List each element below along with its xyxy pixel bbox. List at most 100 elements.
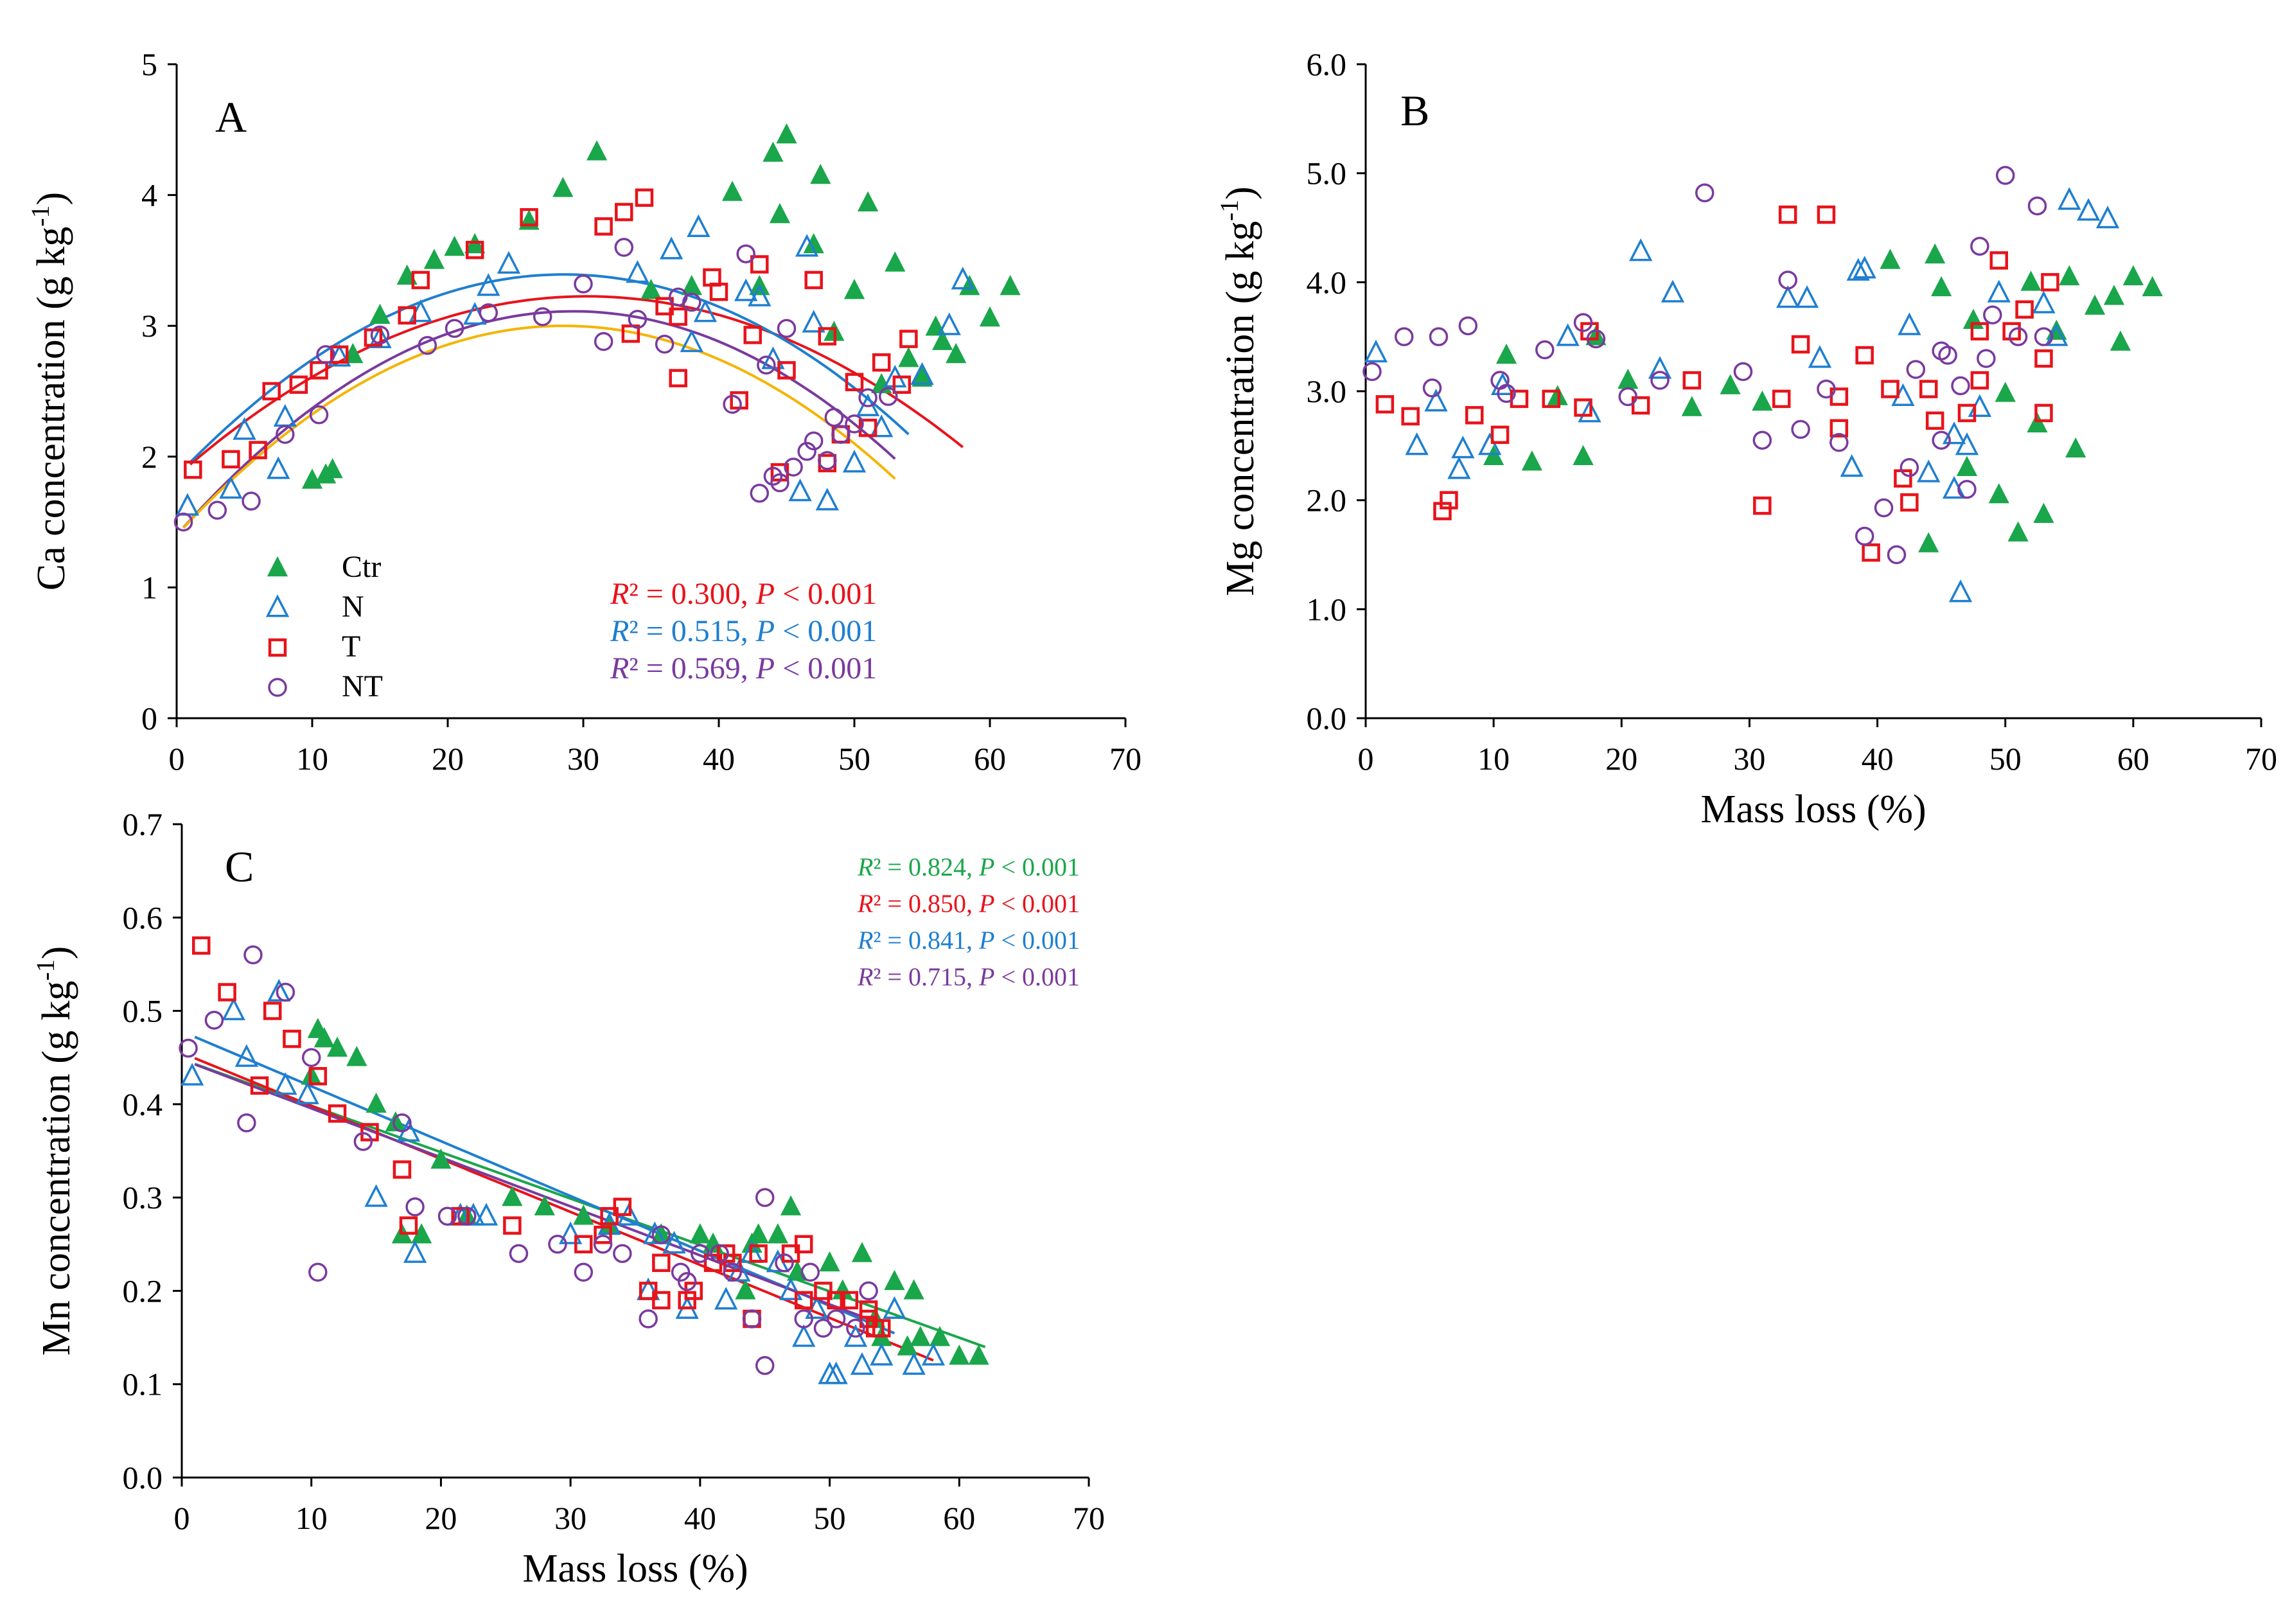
data-point-ctr (2020, 270, 2041, 291)
fit-line-nt (194, 1063, 882, 1325)
fit-line-nt (182, 310, 896, 529)
data-point-ctr (640, 279, 662, 299)
data-point-n (1578, 400, 1601, 423)
data-point-nt (1977, 349, 1996, 368)
legend-label-n: N (342, 590, 364, 624)
data-point-t (398, 306, 416, 325)
x-tick-label: 0 (1358, 741, 1374, 777)
data-point-nt (651, 1225, 671, 1245)
fit-line-ctr-nt (182, 324, 896, 529)
x-tick-label: 10 (1477, 741, 1510, 777)
data-point-nt (370, 325, 390, 345)
data-point-nt (574, 1262, 594, 1282)
data-point-nt (593, 1235, 613, 1254)
data-point-t (1778, 205, 1797, 224)
data-point-n (902, 1352, 926, 1375)
data-point-nt (628, 310, 648, 329)
data-point-nt (655, 334, 674, 354)
stat-annotation-nt: R² = 0.569, P < 0.001 (610, 651, 877, 685)
data-point-t (192, 936, 211, 955)
x-tick-label: 40 (1862, 741, 1894, 777)
data-point-ctr (903, 1279, 924, 1300)
y-tick-label: 2.0 (1307, 482, 1347, 518)
data-point-nt (2008, 327, 2028, 346)
stat-value: 0.001 (1022, 852, 1080, 881)
data-point-t (330, 345, 349, 364)
data-point-n (234, 1044, 259, 1067)
legend: Ctr NT NT (265, 550, 383, 703)
data-point-nt (308, 1262, 328, 1282)
data-point-n (680, 329, 703, 353)
data-point-nt (784, 457, 803, 477)
data-point-t (520, 207, 538, 227)
y-tick-label: 1 (141, 569, 157, 605)
data-point-nt (1983, 305, 2002, 324)
x-tick-label: 70 (2245, 741, 2277, 777)
data-point-nt (1458, 316, 1478, 335)
data-point-n (921, 1343, 946, 1366)
stat-annotation-ctr: R² = 0.824, P < 0.001 (857, 852, 1080, 881)
stat-value: 0.001 (1022, 926, 1080, 955)
data-point-nt (736, 244, 755, 263)
data-point-n (233, 417, 256, 440)
x-tick-label: 70 (1073, 1500, 1105, 1536)
data-point-ctr (2027, 412, 2048, 433)
y-axis-title-main: Mg concentration (g kg (1219, 221, 1262, 596)
data-point-n (815, 488, 839, 511)
data-point-nt (1695, 183, 1715, 202)
y-tick-label: 0.0 (1307, 700, 1347, 736)
data-point-ctr (573, 1205, 594, 1225)
data-point-t (308, 1067, 328, 1086)
legend-label-ctr: Ctr (342, 550, 381, 584)
data-point-ctr (819, 1251, 840, 1272)
data-point-t (892, 375, 912, 394)
data-point-t (310, 361, 328, 380)
panel-label: C (225, 842, 254, 891)
data-point-nt (1829, 432, 1849, 452)
data-point-nt (710, 1244, 729, 1264)
data-point-ctr (910, 1325, 931, 1346)
data-point-ctr (1573, 445, 1594, 466)
data-point-ctr (2059, 265, 2080, 286)
data-point-n (1478, 432, 1502, 455)
data-point-t (652, 1253, 671, 1273)
x-tick-label: 50 (838, 741, 870, 777)
data-point-ctr (313, 1027, 335, 1048)
data-point-ctr (1521, 450, 1543, 471)
data-point-n (295, 1081, 319, 1104)
data-point-t (859, 1300, 878, 1319)
data-point-t (1957, 403, 1977, 423)
data-point-t (249, 441, 267, 459)
data-point-nt (614, 238, 634, 257)
x-axis-title: Mass loss (%) (522, 1547, 748, 1591)
data-point-n (1424, 389, 1448, 412)
data-point-n (267, 978, 291, 1002)
data-point-ctr (898, 347, 919, 367)
data-point-t (1855, 346, 1874, 365)
data-point-n (1948, 579, 1973, 603)
data-point-nt (1752, 430, 1772, 450)
y-tick-label: 0.7 (123, 806, 163, 842)
data-point-t (1919, 380, 1938, 398)
data-point-t (1817, 205, 1836, 224)
data-point-t (750, 255, 769, 274)
data-point-ctr (1988, 483, 2009, 504)
stat-value: 0.001 (807, 614, 877, 648)
data-point-t (845, 373, 864, 391)
data-point-ctr (1918, 532, 1939, 552)
data-point-ctr (949, 1345, 970, 1365)
x-tick-label: 0 (174, 1500, 190, 1536)
data-point-n (687, 214, 710, 237)
data-point-t (804, 270, 823, 290)
data-point-n (274, 1072, 297, 1095)
data-point-n (558, 1221, 583, 1244)
data-point-n (883, 1296, 906, 1319)
data-point-nt (813, 1318, 833, 1338)
data-point-ctr (2084, 294, 2106, 315)
y-tick-label: 3 (141, 308, 157, 344)
data-point-n (497, 251, 521, 274)
y-tick-label: 0.6 (123, 899, 163, 935)
data-point-n (748, 283, 771, 306)
y-axis-title-close: ) (1219, 186, 1262, 200)
data-point-n (1447, 456, 1471, 479)
